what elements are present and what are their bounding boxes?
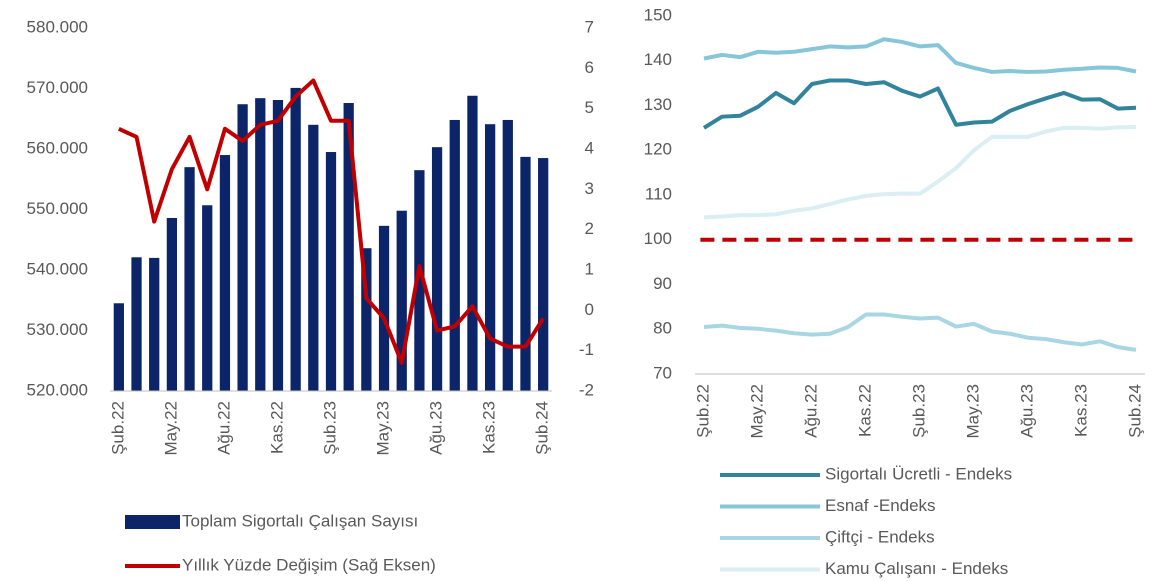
- bar: [538, 158, 549, 391]
- y2-tick-label: 5: [585, 98, 594, 117]
- x-tick-label: Şub.24: [533, 401, 552, 455]
- bar: [290, 87, 301, 392]
- bar: [149, 257, 160, 391]
- x-tick-label: Ağu.23: [427, 401, 446, 455]
- y-tick-label: 70: [653, 363, 672, 382]
- bar: [502, 119, 513, 392]
- y-tick-label: 120: [644, 140, 672, 159]
- y-tick-label: 100: [644, 229, 672, 248]
- y2-tick-label: 7: [585, 17, 594, 36]
- y2-tick-label: -2: [579, 380, 594, 399]
- y-tick-label: 140: [644, 50, 672, 69]
- bar: [184, 167, 195, 391]
- y2-tick-label: 0: [585, 300, 594, 319]
- x-tick-label: Şub.23: [320, 401, 339, 455]
- legend-swatch: [125, 515, 180, 529]
- bar: [484, 124, 496, 391]
- bar: [343, 103, 354, 392]
- bar: [308, 124, 319, 392]
- line-series: [703, 37, 1137, 74]
- y2-tick-label: 6: [585, 58, 594, 77]
- bar: [378, 225, 390, 391]
- bar: [272, 99, 284, 392]
- y-tick-label: 560.000: [27, 138, 88, 157]
- bar: [113, 303, 124, 391]
- legend-label: Kamu Çalışanı - Endeks: [825, 559, 1008, 578]
- y-tick-label: 520.000: [27, 380, 88, 399]
- y2-tick-label: -1: [579, 340, 594, 359]
- bar: [237, 104, 248, 391]
- line-series: [703, 312, 1137, 352]
- y2-tick-label: 2: [585, 219, 594, 238]
- y-tick-label: 110: [645, 184, 672, 203]
- bar: [396, 210, 407, 391]
- bar: [467, 95, 478, 391]
- bar: [202, 205, 213, 391]
- x-tick-label: May.23: [374, 401, 393, 456]
- bar: [166, 217, 178, 391]
- line-series: [118, 78, 545, 365]
- x-tick-label: Ağu.22: [214, 401, 233, 455]
- bar: [431, 147, 443, 391]
- x-tick-label: May.22: [161, 401, 180, 456]
- bar: [255, 98, 266, 392]
- y2-tick-label: 4: [585, 138, 594, 157]
- y-tick-label: 540.000: [27, 259, 88, 278]
- y2-tick-label: 1: [585, 259, 594, 278]
- legend-label: Sigortalı Ücretli - Endeks: [825, 464, 1012, 483]
- y-tick-label: 570.000: [27, 78, 88, 97]
- x-tick-label: Şub.24: [1125, 384, 1144, 438]
- x-tick-label: May.23: [963, 384, 982, 439]
- bar: [325, 152, 337, 391]
- bar: [361, 248, 372, 391]
- legend-label: Yıllık Yüzde Değişim (Sağ Eksen): [182, 555, 436, 574]
- bar: [131, 257, 142, 391]
- x-tick-label: Kas.23: [480, 401, 499, 454]
- x-tick-label: May.22: [747, 384, 766, 439]
- y-tick-label: 150: [644, 5, 672, 24]
- bar: [520, 156, 531, 391]
- y2-tick-label: 3: [585, 179, 594, 198]
- y-tick-label: 530.000: [27, 320, 88, 339]
- legend-label: Esnaf -Endeks: [825, 496, 936, 515]
- x-tick-label: Ağu.23: [1017, 384, 1036, 438]
- x-tick-label: Şub.22: [108, 401, 127, 455]
- bar: [449, 119, 460, 392]
- x-tick-label: Ağu.22: [801, 384, 820, 438]
- y-tick-label: 580.000: [27, 17, 88, 36]
- bar: [414, 170, 425, 391]
- y-tick-label: 130: [644, 95, 672, 114]
- x-tick-label: Kas.23: [1071, 384, 1090, 437]
- y-tick-label: 80: [653, 319, 672, 338]
- y-tick-label: 550.000: [27, 199, 88, 218]
- x-tick-label: Kas.22: [855, 384, 874, 437]
- x-tick-label: Kas.22: [267, 401, 286, 454]
- legend-label: Toplam Sigortalı Çalışan Sayısı: [182, 511, 418, 530]
- legend-label: Çiftçi - Endeks: [825, 527, 935, 546]
- y-tick-label: 90: [653, 274, 672, 293]
- bar: [219, 155, 231, 391]
- x-tick-label: Şub.22: [693, 384, 712, 438]
- x-tick-label: Şub.23: [909, 384, 928, 438]
- line-series: [703, 124, 1137, 220]
- line-series: [702, 78, 1137, 130]
